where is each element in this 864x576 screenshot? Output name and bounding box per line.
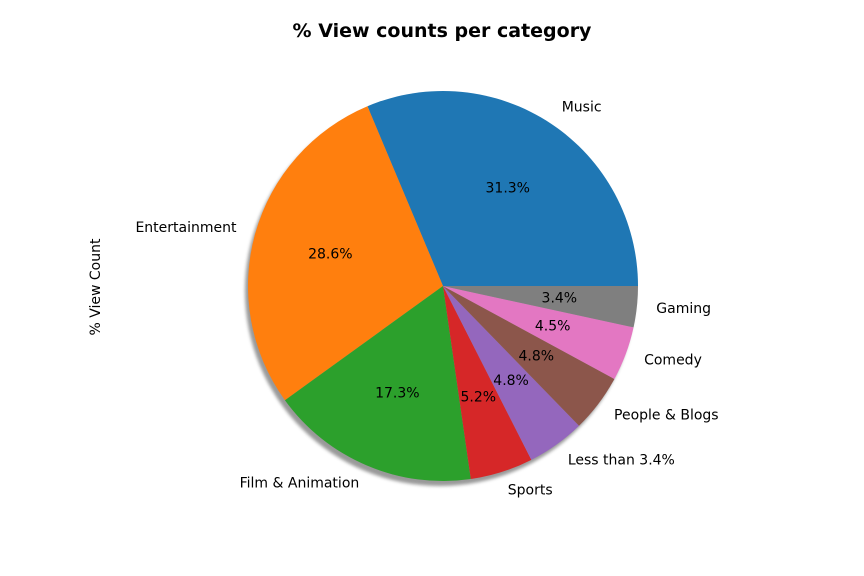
slice-value-less-than-3-4: 4.8% (493, 373, 529, 389)
slice-label-sports: Sports (508, 483, 553, 499)
pie-slice-music (367, 91, 638, 286)
slice-label-people-blogs: People & Blogs (614, 407, 719, 423)
slice-label-film-animation: Film & Animation (240, 475, 360, 491)
pie-slice-gaming (443, 286, 638, 328)
pie-slice-film-animation (284, 286, 471, 482)
slice-label-less-than-3-4: Less than 3.4% (568, 452, 675, 468)
slice-label-music: Music (562, 99, 602, 115)
chart-title: % View counts per category (293, 20, 593, 42)
pie-labels: Music 31.3% Entertainment 28.6% Film & Anima… (135, 99, 718, 498)
pie-slice-comedy (443, 286, 634, 379)
y-axis-label: % View Count (88, 238, 104, 336)
slice-value-film-animation: 17.3% (375, 386, 419, 402)
pie-slices (247, 91, 638, 482)
pie-slice-entertainment (247, 106, 443, 401)
pie-slice-sports (443, 286, 532, 480)
slice-value-sports: 5.2% (461, 390, 497, 406)
pie-slice-less-than-3-4 (443, 286, 580, 460)
slice-label-comedy: Comedy (644, 353, 702, 369)
pie-slice-people-blogs (443, 286, 615, 426)
slice-label-gaming: Gaming (656, 301, 711, 317)
slice-label-entertainment: Entertainment (135, 220, 237, 236)
slice-value-comedy: 4.5% (535, 319, 571, 335)
slice-value-people-blogs: 4.8% (519, 349, 555, 365)
slice-value-music: 31.3% (486, 181, 530, 197)
slice-value-gaming: 3.4% (542, 290, 578, 306)
slice-value-entertainment: 28.6% (308, 246, 352, 262)
